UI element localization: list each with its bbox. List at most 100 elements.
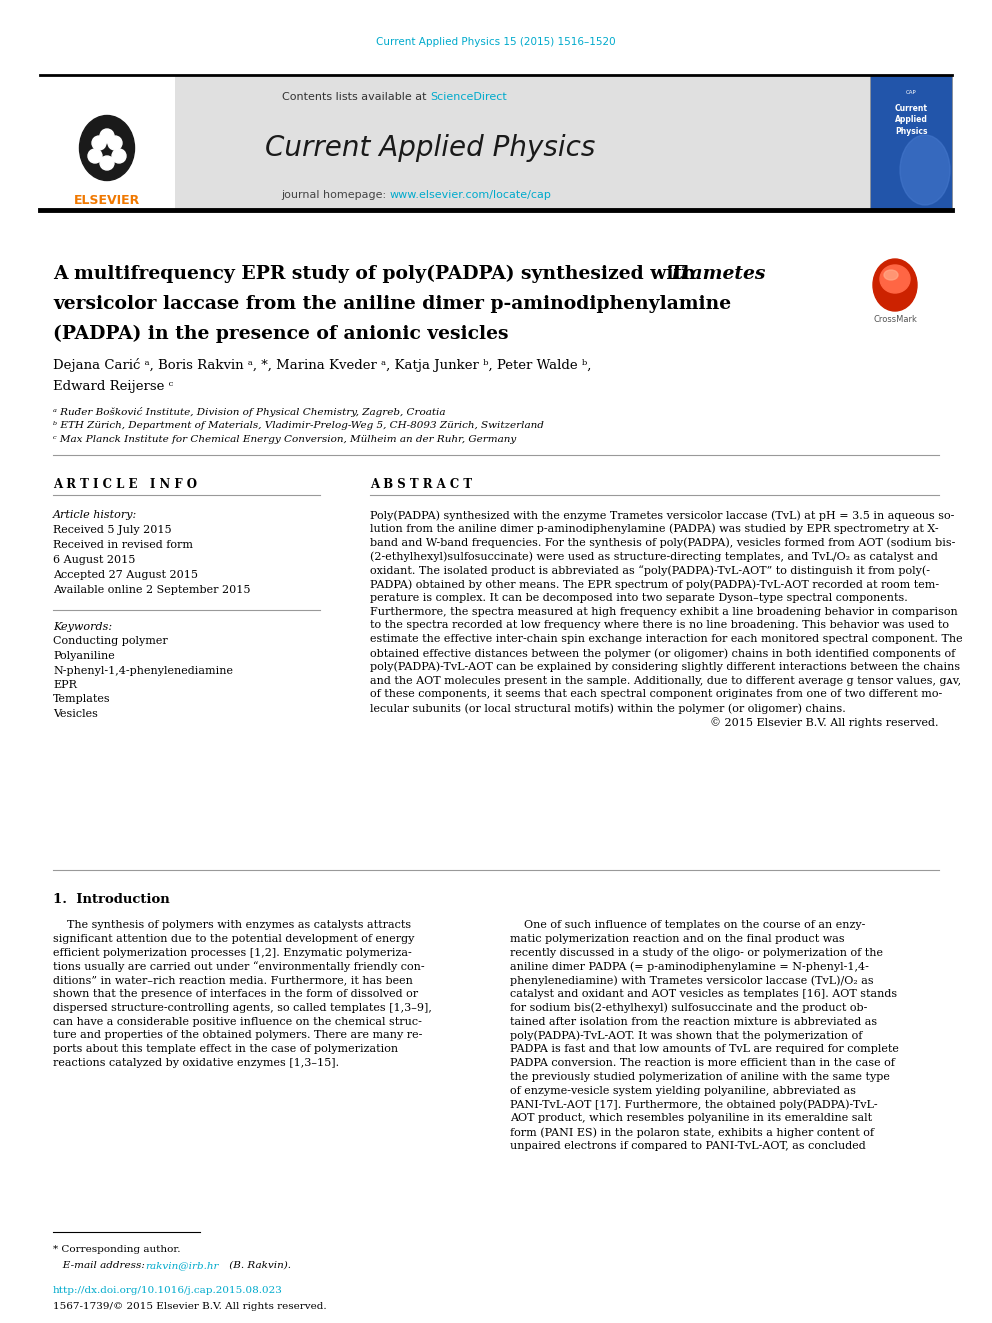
Text: A R T I C L E   I N F O: A R T I C L E I N F O: [53, 478, 197, 491]
Text: shown that the presence of interfaces in the form of dissolved or: shown that the presence of interfaces in…: [53, 990, 418, 999]
Text: © 2015 Elsevier B.V. All rights reserved.: © 2015 Elsevier B.V. All rights reserved…: [710, 717, 939, 728]
Ellipse shape: [100, 156, 114, 169]
Text: 1567-1739/© 2015 Elsevier B.V. All rights reserved.: 1567-1739/© 2015 Elsevier B.V. All right…: [53, 1302, 326, 1311]
Ellipse shape: [880, 265, 910, 292]
Ellipse shape: [884, 270, 898, 280]
Text: poly(PADPA)-TvL-AOT. It was shown that the polymerization of: poly(PADPA)-TvL-AOT. It was shown that t…: [510, 1031, 862, 1041]
Text: PADPA conversion. The reaction is more efficient than in the case of: PADPA conversion. The reaction is more e…: [510, 1058, 895, 1068]
Text: the previously studied polymerization of aniline with the same type: the previously studied polymerization of…: [510, 1072, 890, 1082]
Text: CAP: CAP: [906, 90, 917, 95]
Text: Received 5 July 2015: Received 5 July 2015: [53, 525, 172, 534]
Text: for sodium bis(2-ethylhexyl) sulfosuccinate and the product ob-: for sodium bis(2-ethylhexyl) sulfosuccin…: [510, 1003, 867, 1013]
Bar: [40, 75, 870, 210]
Text: rakvin@irb.hr: rakvin@irb.hr: [145, 1261, 218, 1270]
Bar: [40, 75, 175, 210]
Bar: [103, 163, 111, 175]
Ellipse shape: [873, 259, 917, 311]
Text: estimate the effective inter-chain spin exchange interaction for each monitored : estimate the effective inter-chain spin …: [370, 634, 962, 644]
Text: ELSEVIER: ELSEVIER: [73, 193, 140, 206]
Text: Conducting polymer: Conducting polymer: [53, 636, 168, 647]
Text: ⬛: ⬛: [106, 153, 108, 157]
Text: Dejana Carić ᵃ, Boris Rakvin ᵃ, *, Marina Kveder ᵃ, Katja Junker ᵇ, Peter Walde : Dejana Carić ᵃ, Boris Rakvin ᵃ, *, Marin…: [53, 359, 591, 372]
Text: dispersed structure-controlling agents, so called templates [1,3–9],: dispersed structure-controlling agents, …: [53, 1003, 432, 1013]
Text: A multifrequency EPR study of poly(PADPA) synthesized with: A multifrequency EPR study of poly(PADPA…: [53, 265, 706, 283]
Text: of enzyme-vesicle system yielding polyaniline, abbreviated as: of enzyme-vesicle system yielding polyan…: [510, 1086, 856, 1095]
Text: A B S T R A C T: A B S T R A C T: [370, 478, 472, 491]
Text: significant attention due to the potential development of energy: significant attention due to the potenti…: [53, 934, 415, 943]
Text: 1.  Introduction: 1. Introduction: [53, 893, 170, 906]
Text: lution from the aniline dimer p-aminodiphenylamine (PADPA) was studied by EPR sp: lution from the aniline dimer p-aminodip…: [370, 524, 938, 534]
Text: Article history:: Article history:: [53, 509, 137, 520]
Text: * Corresponding author.: * Corresponding author.: [53, 1245, 181, 1254]
Text: http://dx.doi.org/10.1016/j.cap.2015.08.023: http://dx.doi.org/10.1016/j.cap.2015.08.…: [53, 1286, 283, 1295]
Text: EPR: EPR: [53, 680, 76, 691]
Text: Trametes: Trametes: [668, 265, 766, 283]
Text: N-phenyl-1,4-phenylenediamine: N-phenyl-1,4-phenylenediamine: [53, 665, 233, 676]
Text: matic polymerization reaction and on the final product was: matic polymerization reaction and on the…: [510, 934, 844, 943]
Text: aniline dimer PADPA (= p-aminodiphenylamine = N-phenyl-1,4-: aniline dimer PADPA (= p-aminodiphenylam…: [510, 962, 869, 972]
Text: ᶜ Max Planck Institute for Chemical Energy Conversion, Mülheim an der Ruhr, Germ: ᶜ Max Planck Institute for Chemical Ener…: [53, 435, 516, 445]
Text: Available online 2 September 2015: Available online 2 September 2015: [53, 585, 251, 595]
Text: efficient polymerization processes [1,2]. Enzymatic polymeriza-: efficient polymerization processes [1,2]…: [53, 947, 412, 958]
Text: One of such influence of templates on the course of an enzy-: One of such influence of templates on th…: [510, 919, 865, 930]
Text: Current Applied Physics 15 (2015) 1516–1520: Current Applied Physics 15 (2015) 1516–1…: [376, 37, 616, 48]
Text: Furthermore, the spectra measured at high frequency exhibit a line broadening be: Furthermore, the spectra measured at hig…: [370, 607, 957, 617]
Ellipse shape: [88, 149, 102, 163]
Text: reactions catalyzed by oxidative enzymes [1,3–15].: reactions catalyzed by oxidative enzymes…: [53, 1058, 339, 1068]
Text: PANI-TvL-AOT [17]. Furthermore, the obtained poly(PADPA)-TvL-: PANI-TvL-AOT [17]. Furthermore, the obta…: [510, 1099, 878, 1110]
Text: tained after isolation from the reaction mixture is abbreviated as: tained after isolation from the reaction…: [510, 1016, 877, 1027]
Text: Keywords:: Keywords:: [53, 622, 112, 632]
Text: (PADPA) in the presence of anionic vesicles: (PADPA) in the presence of anionic vesic…: [53, 325, 509, 343]
Text: Templates: Templates: [53, 695, 111, 705]
Text: catalyst and oxidant and AOT vesicles as templates [16]. AOT stands: catalyst and oxidant and AOT vesicles as…: [510, 990, 897, 999]
Text: Contents lists available at: Contents lists available at: [282, 93, 430, 102]
Text: and the AOT molecules present in the sample. Additionally, due to different aver: and the AOT molecules present in the sam…: [370, 676, 961, 685]
Text: to the spectra recorded at low frequency where there is no line broadening. This: to the spectra recorded at low frequency…: [370, 620, 949, 630]
Text: Edward Reijerse ᶜ: Edward Reijerse ᶜ: [53, 380, 174, 393]
Text: CrossMark: CrossMark: [873, 315, 917, 324]
Text: of these components, it seems that each spectral component originates from one o: of these components, it seems that each …: [370, 689, 942, 700]
Text: phenylenediamine) with Trametes versicolor laccase (TvL)/O₂ as: phenylenediamine) with Trametes versicol…: [510, 975, 874, 986]
Text: ᵃ Ruđer Bošković Institute, Division of Physical Chemistry, Zagreb, Croatia: ᵃ Ruđer Bošković Institute, Division of …: [53, 407, 445, 417]
Text: poly(PADPA)-TvL-AOT can be explained by considering slightly different interacti: poly(PADPA)-TvL-AOT can be explained by …: [370, 662, 960, 672]
Text: obtained effective distances between the polymer (or oligomer) chains in both id: obtained effective distances between the…: [370, 648, 955, 659]
Text: Vesicles: Vesicles: [53, 709, 98, 718]
Text: form (PANI ES) in the polaron state, exhibits a higher content of: form (PANI ES) in the polaron state, exh…: [510, 1127, 874, 1138]
Text: Poly(PADPA) synthesized with the enzyme Trametes versicolor laccase (TvL) at pH : Poly(PADPA) synthesized with the enzyme …: [370, 509, 954, 520]
Text: PADPA is fast and that low amounts of TvL are required for complete: PADPA is fast and that low amounts of Tv…: [510, 1044, 899, 1054]
Text: recently discussed in a study of the oligo- or polymerization of the: recently discussed in a study of the oli…: [510, 947, 883, 958]
Bar: [870, 75, 952, 210]
Text: ᵇ ETH Zürich, Department of Materials, Vladimir-Prelog-Weg 5, CH-8093 Zürich, Sw: ᵇ ETH Zürich, Department of Materials, V…: [53, 421, 544, 430]
Ellipse shape: [92, 136, 106, 149]
Text: ScienceDirect: ScienceDirect: [430, 93, 507, 102]
Text: perature is complex. It can be decomposed into two separate Dyson–type spectral : perature is complex. It can be decompose…: [370, 593, 908, 603]
Text: Current
Applied
Physics: Current Applied Physics: [895, 105, 928, 135]
Text: Current Applied Physics: Current Applied Physics: [265, 134, 595, 161]
Text: ports about this template effect in the case of polymerization: ports about this template effect in the …: [53, 1044, 398, 1054]
Text: PADPA) obtained by other means. The EPR spectrum of poly(PADPA)-TvL-AOT recorded: PADPA) obtained by other means. The EPR …: [370, 579, 939, 590]
Text: band and W-band frequencies. For the synthesis of poly(PADPA), vesicles formed f: band and W-band frequencies. For the syn…: [370, 537, 955, 548]
Text: (2-ethylhexyl)sulfosuccinate) were used as structure-directing templates, and Tv: (2-ethylhexyl)sulfosuccinate) were used …: [370, 552, 937, 562]
Text: oxidant. The isolated product is abbreviated as “poly(PADPA)-TvL-AOT” to disting: oxidant. The isolated product is abbrevi…: [370, 565, 930, 576]
Ellipse shape: [79, 115, 135, 180]
Text: Received in revised form: Received in revised form: [53, 540, 193, 550]
Text: Polyaniline: Polyaniline: [53, 651, 115, 662]
Ellipse shape: [112, 149, 126, 163]
Text: AOT product, which resembles polyaniline in its emeraldine salt: AOT product, which resembles polyaniline…: [510, 1113, 872, 1123]
Text: tions usually are carried out under “environmentally friendly con-: tions usually are carried out under “env…: [53, 962, 425, 972]
Ellipse shape: [100, 130, 114, 143]
Text: journal homepage:: journal homepage:: [282, 191, 390, 200]
Text: unpaired electrons if compared to PANI-TvL-AOT, as concluded: unpaired electrons if compared to PANI-T…: [510, 1140, 866, 1151]
Text: can have a considerable positive influence on the chemical struc-: can have a considerable positive influen…: [53, 1016, 422, 1027]
Ellipse shape: [108, 136, 122, 149]
Text: E-mail address:: E-mail address:: [53, 1261, 148, 1270]
Text: The synthesis of polymers with enzymes as catalysts attracts: The synthesis of polymers with enzymes a…: [53, 919, 411, 930]
Text: 6 August 2015: 6 August 2015: [53, 556, 135, 565]
Text: Accepted 27 August 2015: Accepted 27 August 2015: [53, 570, 198, 579]
Text: ture and properties of the obtained polymers. There are many re-: ture and properties of the obtained poly…: [53, 1031, 423, 1040]
Text: ditions” in water–rich reaction media. Furthermore, it has been: ditions” in water–rich reaction media. F…: [53, 975, 413, 986]
Text: lecular subunits (or local structural motifs) within the polymer (or oligomer) c: lecular subunits (or local structural mo…: [370, 704, 846, 714]
Text: (B. Rakvin).: (B. Rakvin).: [226, 1261, 291, 1270]
Text: versicolor laccase from the aniline dimer p-aminodiphenylamine: versicolor laccase from the aniline dime…: [53, 295, 731, 314]
Text: www.elsevier.com/locate/cap: www.elsevier.com/locate/cap: [390, 191, 552, 200]
